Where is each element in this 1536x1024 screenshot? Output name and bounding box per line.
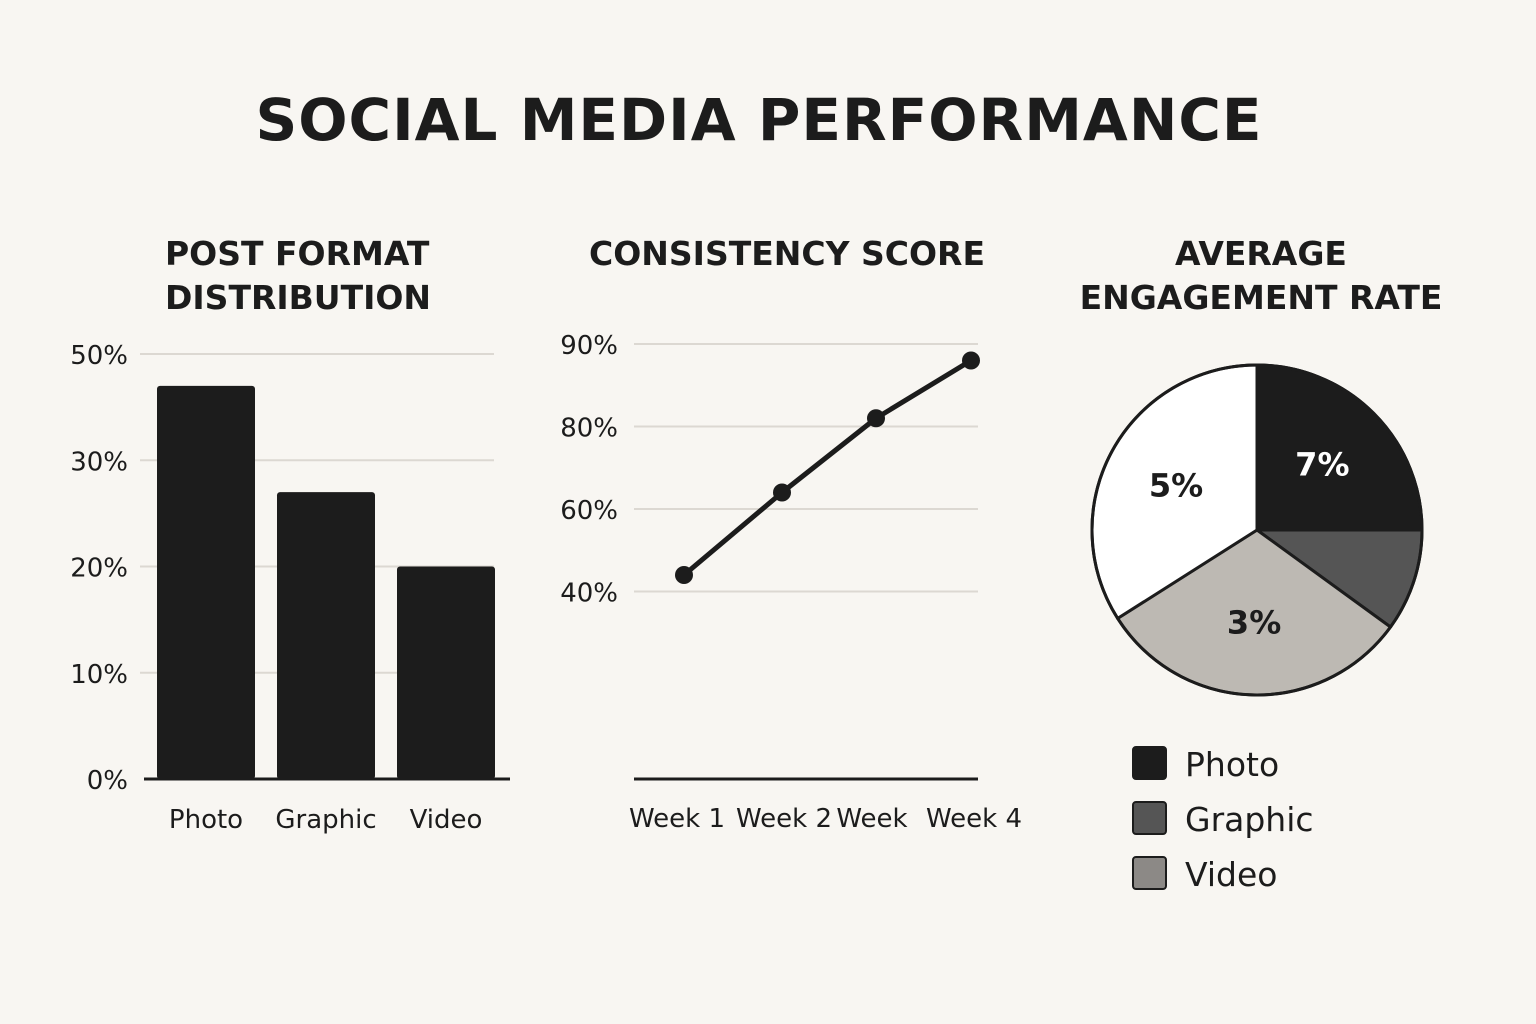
line-chart-title: CONSISTENCY SCORE: [589, 234, 985, 273]
bar-chart-title: DISTRIBUTION: [165, 278, 431, 317]
legend-label-graphic: Graphic: [1185, 800, 1314, 839]
pie-chart-title: ENGAGEMENT RATE: [1080, 278, 1443, 317]
line-x-tick-label: Week: [836, 804, 907, 834]
legend-swatch-video: [1132, 856, 1167, 890]
pie-slice-label: 3%: [1227, 603, 1281, 641]
line-chart: CONSISTENCY SCORE 90% 80% 60% 40% Week 1 Week …: [560, 234, 1022, 834]
line-y-tick-label: 90%: [560, 331, 618, 361]
pie-legend: Photo Graphic Video: [1132, 745, 1314, 894]
line-x-tick-label: Week 4: [926, 804, 1022, 834]
bar-x-tick-label: Photo: [169, 805, 243, 835]
line-x-tick-label: Week 1: [629, 804, 725, 834]
pie-slice-label: 5%: [1149, 466, 1203, 504]
bar-y-tick-label: 0%: [87, 766, 128, 796]
line-y-tick-label: 60%: [560, 496, 618, 526]
bar-x-tick-label: Video: [410, 805, 483, 835]
line-y-tick-label: 80%: [560, 414, 618, 444]
consistency-line: [682, 358, 973, 577]
legend-swatch-graphic: [1132, 801, 1167, 835]
line-point: [867, 409, 885, 428]
bar-chart-title: POST FORMAT: [165, 234, 430, 273]
line-point: [962, 351, 980, 370]
pie-chart-title: AVERAGE: [1175, 234, 1347, 273]
bar-graphic: [277, 492, 375, 779]
line-point: [675, 566, 693, 584]
legend-label-video: Video: [1185, 855, 1277, 894]
bar-y-tick-label: 50%: [70, 341, 128, 371]
pie-outline: [1090, 363, 1424, 697]
legend-swatch-photo: [1132, 746, 1167, 780]
bar-y-tick-label: 10%: [70, 660, 128, 690]
legend-label-photo: Photo: [1185, 745, 1279, 784]
bar-x-tick-label: Graphic: [275, 805, 376, 835]
line-x-tick-label: Week 2: [736, 804, 832, 834]
pie-chart: AVERAGE ENGAGEMENT RATE 7% 3% 5% Photo Graphic…: [1080, 234, 1443, 894]
bar-y-tick-label: 20%: [70, 554, 128, 584]
line-point: [773, 483, 791, 502]
page-title: SOCIAL MEDIA PERFORMANCE: [255, 86, 1263, 154]
bar-photo: [157, 385, 255, 779]
bar-video: [397, 566, 495, 779]
bar-chart: POST FORMAT DISTRIBUTION 50% 30% 20% 10% 0% Pho…: [70, 234, 510, 835]
line-y-tick-label: 40%: [560, 579, 618, 609]
pie-slice-label: 7%: [1295, 446, 1349, 484]
bar-y-tick-label: 30%: [70, 447, 128, 477]
